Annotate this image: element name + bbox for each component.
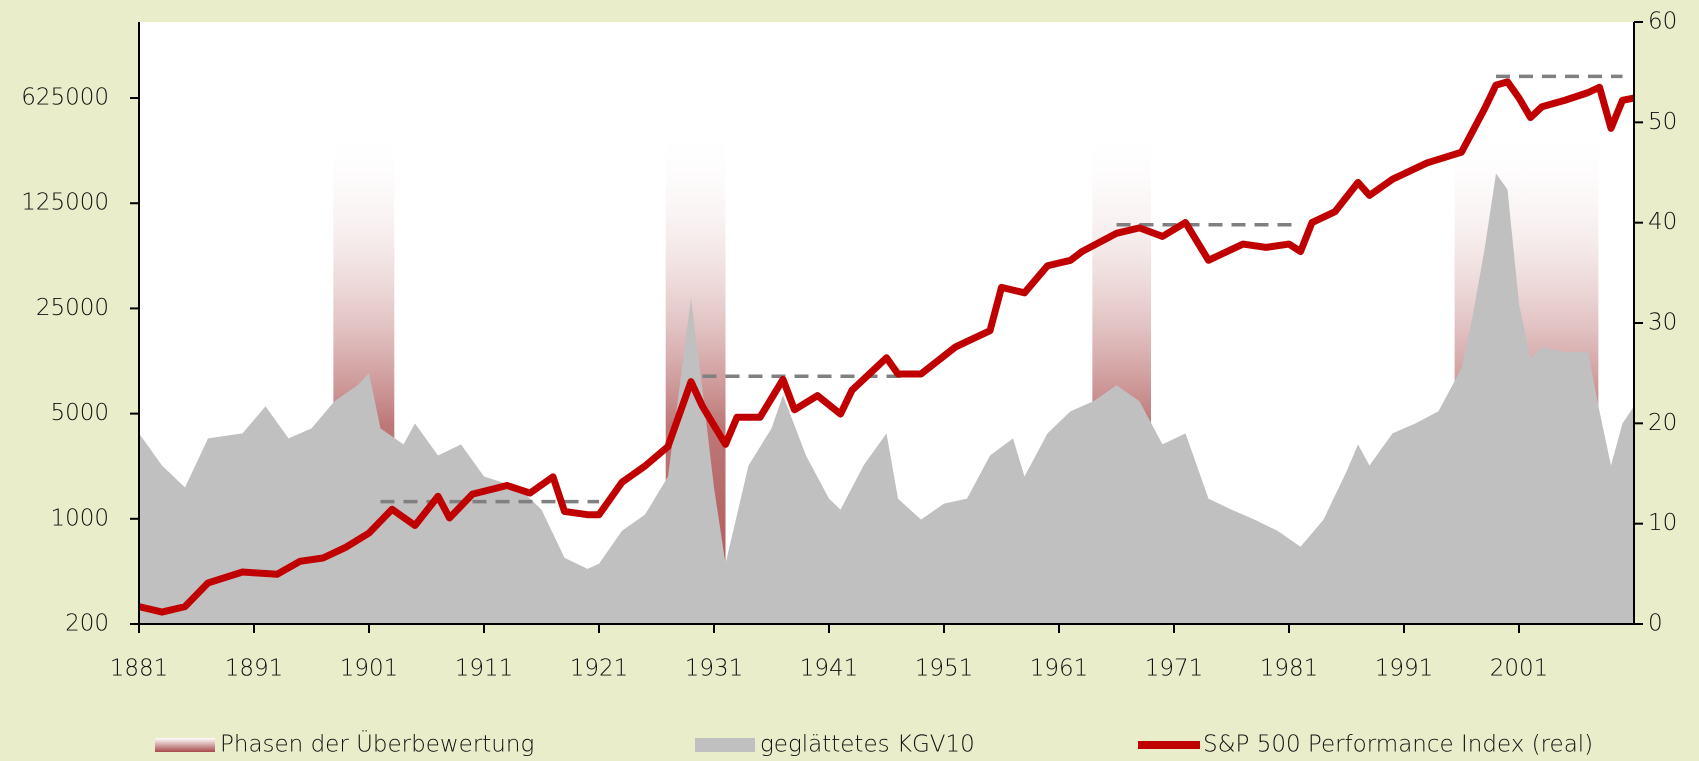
legend-label: Phasen der Überbewertung (220, 730, 534, 758)
y2-tick-label: 20 (1648, 410, 1677, 436)
x-tick-label: 1981 (1260, 656, 1319, 682)
x-tick-label: 1961 (1030, 656, 1089, 682)
kgv-area (139, 173, 1634, 624)
y2-tick-label: 40 (1648, 209, 1677, 235)
y2-tick-label: 50 (1648, 109, 1677, 135)
y2-tick-label: 10 (1648, 510, 1677, 536)
legend-swatch (695, 738, 755, 752)
y2-tick-label: 60 (1648, 9, 1677, 35)
x-tick-label: 1921 (570, 656, 629, 682)
index-line (138, 78, 1635, 616)
y-tick-label: 25000 (36, 295, 109, 321)
legend-label: S&P 500 Performance Index (real) (1203, 732, 1593, 758)
y2-tick-label: 0 (1648, 611, 1663, 637)
y-tick-label: 625000 (21, 85, 109, 111)
x-tick-label: 2001 (1490, 656, 1549, 682)
y2-tick-label: 30 (1648, 310, 1677, 336)
x-tick-label: 1991 (1375, 656, 1434, 682)
y-tick-label: 1000 (50, 505, 109, 531)
x-tick-label: 1951 (915, 656, 974, 682)
y-tick-label: 5000 (50, 400, 109, 426)
x-tick-label: 1901 (340, 656, 399, 682)
x-tick-label: 1971 (1145, 656, 1204, 682)
x-tick-label: 1891 (225, 656, 284, 682)
x-tick-label: 1941 (800, 656, 859, 682)
x-tick-label: 1931 (685, 656, 744, 682)
x-tick-label: 1911 (455, 656, 514, 682)
x-tick-label: 1881 (110, 656, 169, 682)
y-tick-label: 200 (65, 611, 109, 637)
y-tick-label: 125000 (21, 190, 109, 216)
legend-swatch (155, 738, 215, 752)
legend-label: geglättetes KGV10 (760, 732, 975, 758)
